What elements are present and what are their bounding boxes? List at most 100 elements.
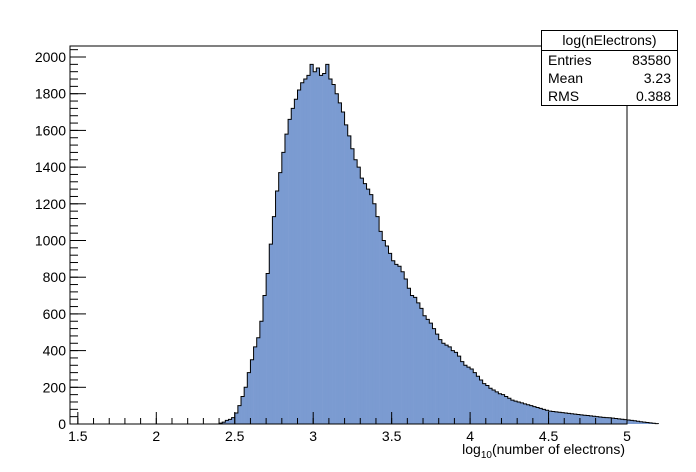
histogram-bar xyxy=(322,73,327,425)
histogram-bar xyxy=(244,387,248,424)
histogram-bar xyxy=(645,422,650,424)
histogram-bar xyxy=(498,393,502,424)
histogram-bar xyxy=(300,82,305,424)
histogram-bar xyxy=(630,420,634,424)
histogram-bar xyxy=(479,379,483,424)
histogram-bar xyxy=(495,391,499,424)
y-tick-label: 1800 xyxy=(35,86,66,102)
histogram-bar xyxy=(488,388,493,424)
histogram-bar xyxy=(529,405,534,424)
x-tick-label: 2.5 xyxy=(225,428,245,444)
histogram-bar xyxy=(444,345,449,424)
y-tick-label: 0 xyxy=(58,416,66,432)
histogram-bar xyxy=(441,343,446,424)
y-tick-label: 2000 xyxy=(35,49,66,65)
histogram-bar xyxy=(241,396,245,424)
histogram-bar xyxy=(557,412,562,424)
histogram-bar xyxy=(401,271,405,424)
stats-row-entries: Entries 83580 xyxy=(542,51,677,69)
histogram-bar xyxy=(259,321,264,424)
histogram-bar xyxy=(369,194,374,424)
histogram-bar xyxy=(454,352,458,424)
histogram-bar xyxy=(332,84,336,424)
histogram-bar xyxy=(473,372,477,424)
histogram-bar xyxy=(470,368,474,424)
histogram-bar xyxy=(250,359,254,424)
stats-box: log(nElectrons) Entries 83580 Mean 3.23 … xyxy=(541,30,678,106)
histogram-bar xyxy=(579,414,584,424)
y-tick-label: 200 xyxy=(43,379,67,395)
histogram-bar xyxy=(350,148,355,425)
y-tick-label: 1200 xyxy=(35,196,66,212)
histogram-bar xyxy=(460,361,465,424)
histogram-bar xyxy=(372,203,377,424)
stats-value: 0.388 xyxy=(635,88,671,104)
histogram-bar xyxy=(222,422,226,424)
x-tick-label: 4.5 xyxy=(539,428,559,444)
histogram-bar xyxy=(432,328,436,424)
x-tick-label: 5 xyxy=(623,428,631,444)
x-tick-label: 1.5 xyxy=(68,428,88,444)
histogram-bar xyxy=(535,407,540,424)
histogram-bar xyxy=(288,119,292,424)
histogram-bar xyxy=(504,396,509,424)
histogram-bar xyxy=(397,266,402,424)
histogram-bar xyxy=(284,134,289,424)
histogram-bar xyxy=(272,216,276,424)
stats-row-mean: Mean 3.23 xyxy=(542,69,677,87)
histogram-bar xyxy=(278,172,283,424)
histogram-bar xyxy=(281,152,286,424)
histogram-bar xyxy=(363,183,367,424)
histogram-bar xyxy=(551,411,556,424)
histogram-bar xyxy=(262,295,267,424)
histogram-bar xyxy=(539,408,543,424)
histogram-bar xyxy=(457,356,461,424)
tick-marks xyxy=(70,49,628,425)
histogram-bar xyxy=(510,400,515,424)
histogram-bar xyxy=(623,419,628,424)
histogram-bar xyxy=(247,372,251,424)
histogram-bar xyxy=(639,421,643,424)
histogram-bar xyxy=(485,385,490,424)
histogram-bar xyxy=(325,64,330,424)
x-axis-title-pre: log xyxy=(462,441,481,457)
x-tick-label: 3 xyxy=(309,428,317,444)
histogram-bar xyxy=(360,178,364,424)
y-tick-label: 1000 xyxy=(35,233,66,249)
histogram-bar xyxy=(353,159,358,425)
histogram-bar xyxy=(564,412,568,424)
histogram-bar xyxy=(548,411,552,424)
histogram-bar xyxy=(482,383,487,424)
stats-label: RMS xyxy=(548,88,580,104)
y-tick-label: 400 xyxy=(43,343,67,359)
histogram-bar xyxy=(234,412,239,424)
histogram-bar xyxy=(419,308,424,424)
histogram-bar xyxy=(413,297,418,424)
histogram-bar xyxy=(589,415,593,424)
histogram-bar xyxy=(648,422,653,424)
histogram-bar xyxy=(466,367,471,424)
stats-value: 83580 xyxy=(632,52,671,68)
histogram-bar xyxy=(605,417,609,424)
histogram-bar xyxy=(507,398,512,424)
histogram-bar xyxy=(291,108,295,424)
histogram-bar xyxy=(404,279,408,424)
histogram-bar xyxy=(269,244,273,424)
histogram-bar xyxy=(523,403,527,424)
x-axis-title: log10(number of electrons) xyxy=(462,441,625,461)
histogram-bar xyxy=(407,288,411,424)
histogram-bar xyxy=(520,402,524,424)
histogram-bar xyxy=(573,414,578,424)
histogram-bar xyxy=(583,415,587,424)
histogram-bar xyxy=(636,421,640,424)
histogram-bar xyxy=(532,406,537,424)
histogram-bar xyxy=(426,319,430,424)
histogram-bar xyxy=(379,231,383,424)
stats-row-rms: RMS 0.388 xyxy=(542,87,677,105)
histogram-bar xyxy=(501,394,505,424)
histogram-bar xyxy=(319,75,323,424)
y-tick-label: 1600 xyxy=(35,122,66,138)
histogram-bar xyxy=(435,334,440,424)
histogram-bar xyxy=(410,295,414,424)
